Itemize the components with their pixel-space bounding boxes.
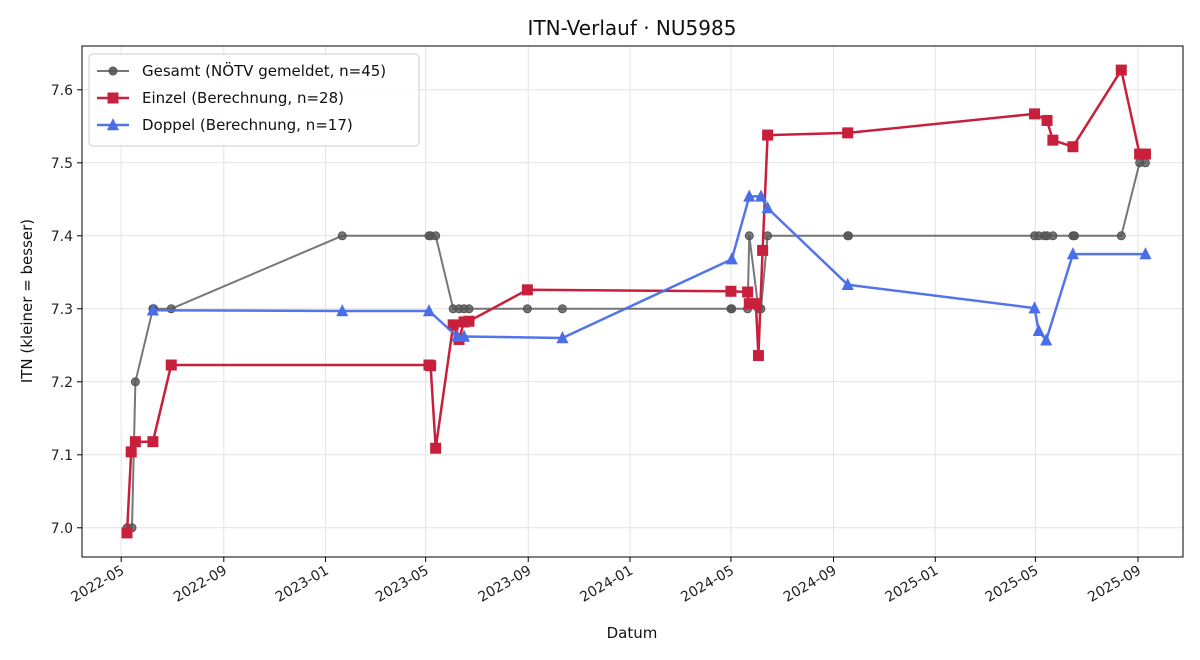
series-2 <box>121 64 1151 539</box>
series-layer <box>121 64 1152 539</box>
legend-label: Doppel (Berechnung, n=17) <box>142 116 353 134</box>
data-point <box>1140 158 1150 168</box>
y-tick-label: 7.6 <box>51 83 73 99</box>
data-point <box>844 231 854 241</box>
legend-item: Einzel (Berechnung, n=28) <box>97 89 344 107</box>
legend-marker <box>108 66 118 76</box>
data-point <box>1041 114 1053 126</box>
legend-item: Gesamt (NÖTV gemeldet, n=45) <box>97 61 386 80</box>
legend-box <box>88 53 420 147</box>
data-point <box>464 304 474 314</box>
series-line <box>125 68 1146 533</box>
series-3 <box>146 189 1152 346</box>
data-point <box>841 277 854 290</box>
y-tick-label: 7.1 <box>51 448 73 464</box>
data-point <box>422 304 436 317</box>
data-point <box>1040 333 1053 346</box>
data-point <box>743 189 756 202</box>
data-point <box>336 304 349 317</box>
data-point <box>1115 64 1127 76</box>
data-point <box>1048 231 1058 241</box>
legend-item: Doppel (Berechnung, n=17) <box>97 116 353 134</box>
data-point <box>146 303 159 316</box>
data-point <box>522 304 532 314</box>
data-point <box>125 446 137 458</box>
data-point <box>147 436 159 448</box>
data-point <box>521 284 533 296</box>
data-point <box>337 231 347 241</box>
y-tick-label: 7.4 <box>51 229 73 245</box>
data-point <box>447 319 459 331</box>
data-point <box>761 201 774 214</box>
data-point <box>725 285 737 297</box>
data-point <box>752 350 764 362</box>
legend-label: Einzel (Berechnung, n=28) <box>142 89 344 107</box>
legend: Gesamt (NÖTV gemeldet, n=45) Einzel (Bere… <box>88 53 420 147</box>
data-point <box>762 129 774 141</box>
data-point <box>757 244 769 256</box>
y-tick-label: 7.0 <box>51 521 73 537</box>
data-point <box>754 189 768 202</box>
data-point <box>431 231 441 241</box>
data-point <box>457 329 471 342</box>
data-point <box>750 298 762 310</box>
plot-frame <box>81 45 1184 558</box>
data-point <box>725 252 738 265</box>
legend-label: Gesamt (NÖTV gemeldet, n=45) <box>142 61 386 80</box>
data-point <box>742 286 754 298</box>
series-1 <box>122 158 1150 533</box>
legend-marker <box>107 92 119 104</box>
data-point <box>121 527 133 539</box>
data-point <box>744 231 754 241</box>
y-tick-label: 7.2 <box>51 375 73 391</box>
y-tick-label: 7.3 <box>51 302 73 318</box>
data-point <box>1139 247 1152 260</box>
data-point <box>430 442 442 454</box>
data-point <box>1139 148 1151 160</box>
data-point <box>1066 247 1079 260</box>
data-point <box>1029 108 1041 120</box>
chart-title: ITN-Verlauf · NU5985 <box>528 16 737 40</box>
y-tick-label: 7.5 <box>51 156 73 172</box>
data-point <box>463 315 475 327</box>
data-point <box>425 360 437 372</box>
data-point <box>727 304 737 314</box>
data-point <box>130 377 140 387</box>
data-point <box>165 359 177 371</box>
data-point <box>1070 231 1080 241</box>
data-point <box>556 331 569 344</box>
data-point <box>129 436 141 448</box>
data-point <box>1047 134 1059 146</box>
x-axis-title: Datum <box>607 624 658 642</box>
data-point <box>1067 141 1079 153</box>
data-point <box>1028 301 1041 314</box>
legend-marker <box>106 118 120 131</box>
data-point <box>557 304 567 314</box>
data-point <box>763 231 773 241</box>
y-axis-title: ITN (kleiner = besser) <box>18 219 36 383</box>
data-point <box>1116 231 1126 241</box>
data-point <box>1032 323 1045 336</box>
data-point <box>842 127 854 139</box>
